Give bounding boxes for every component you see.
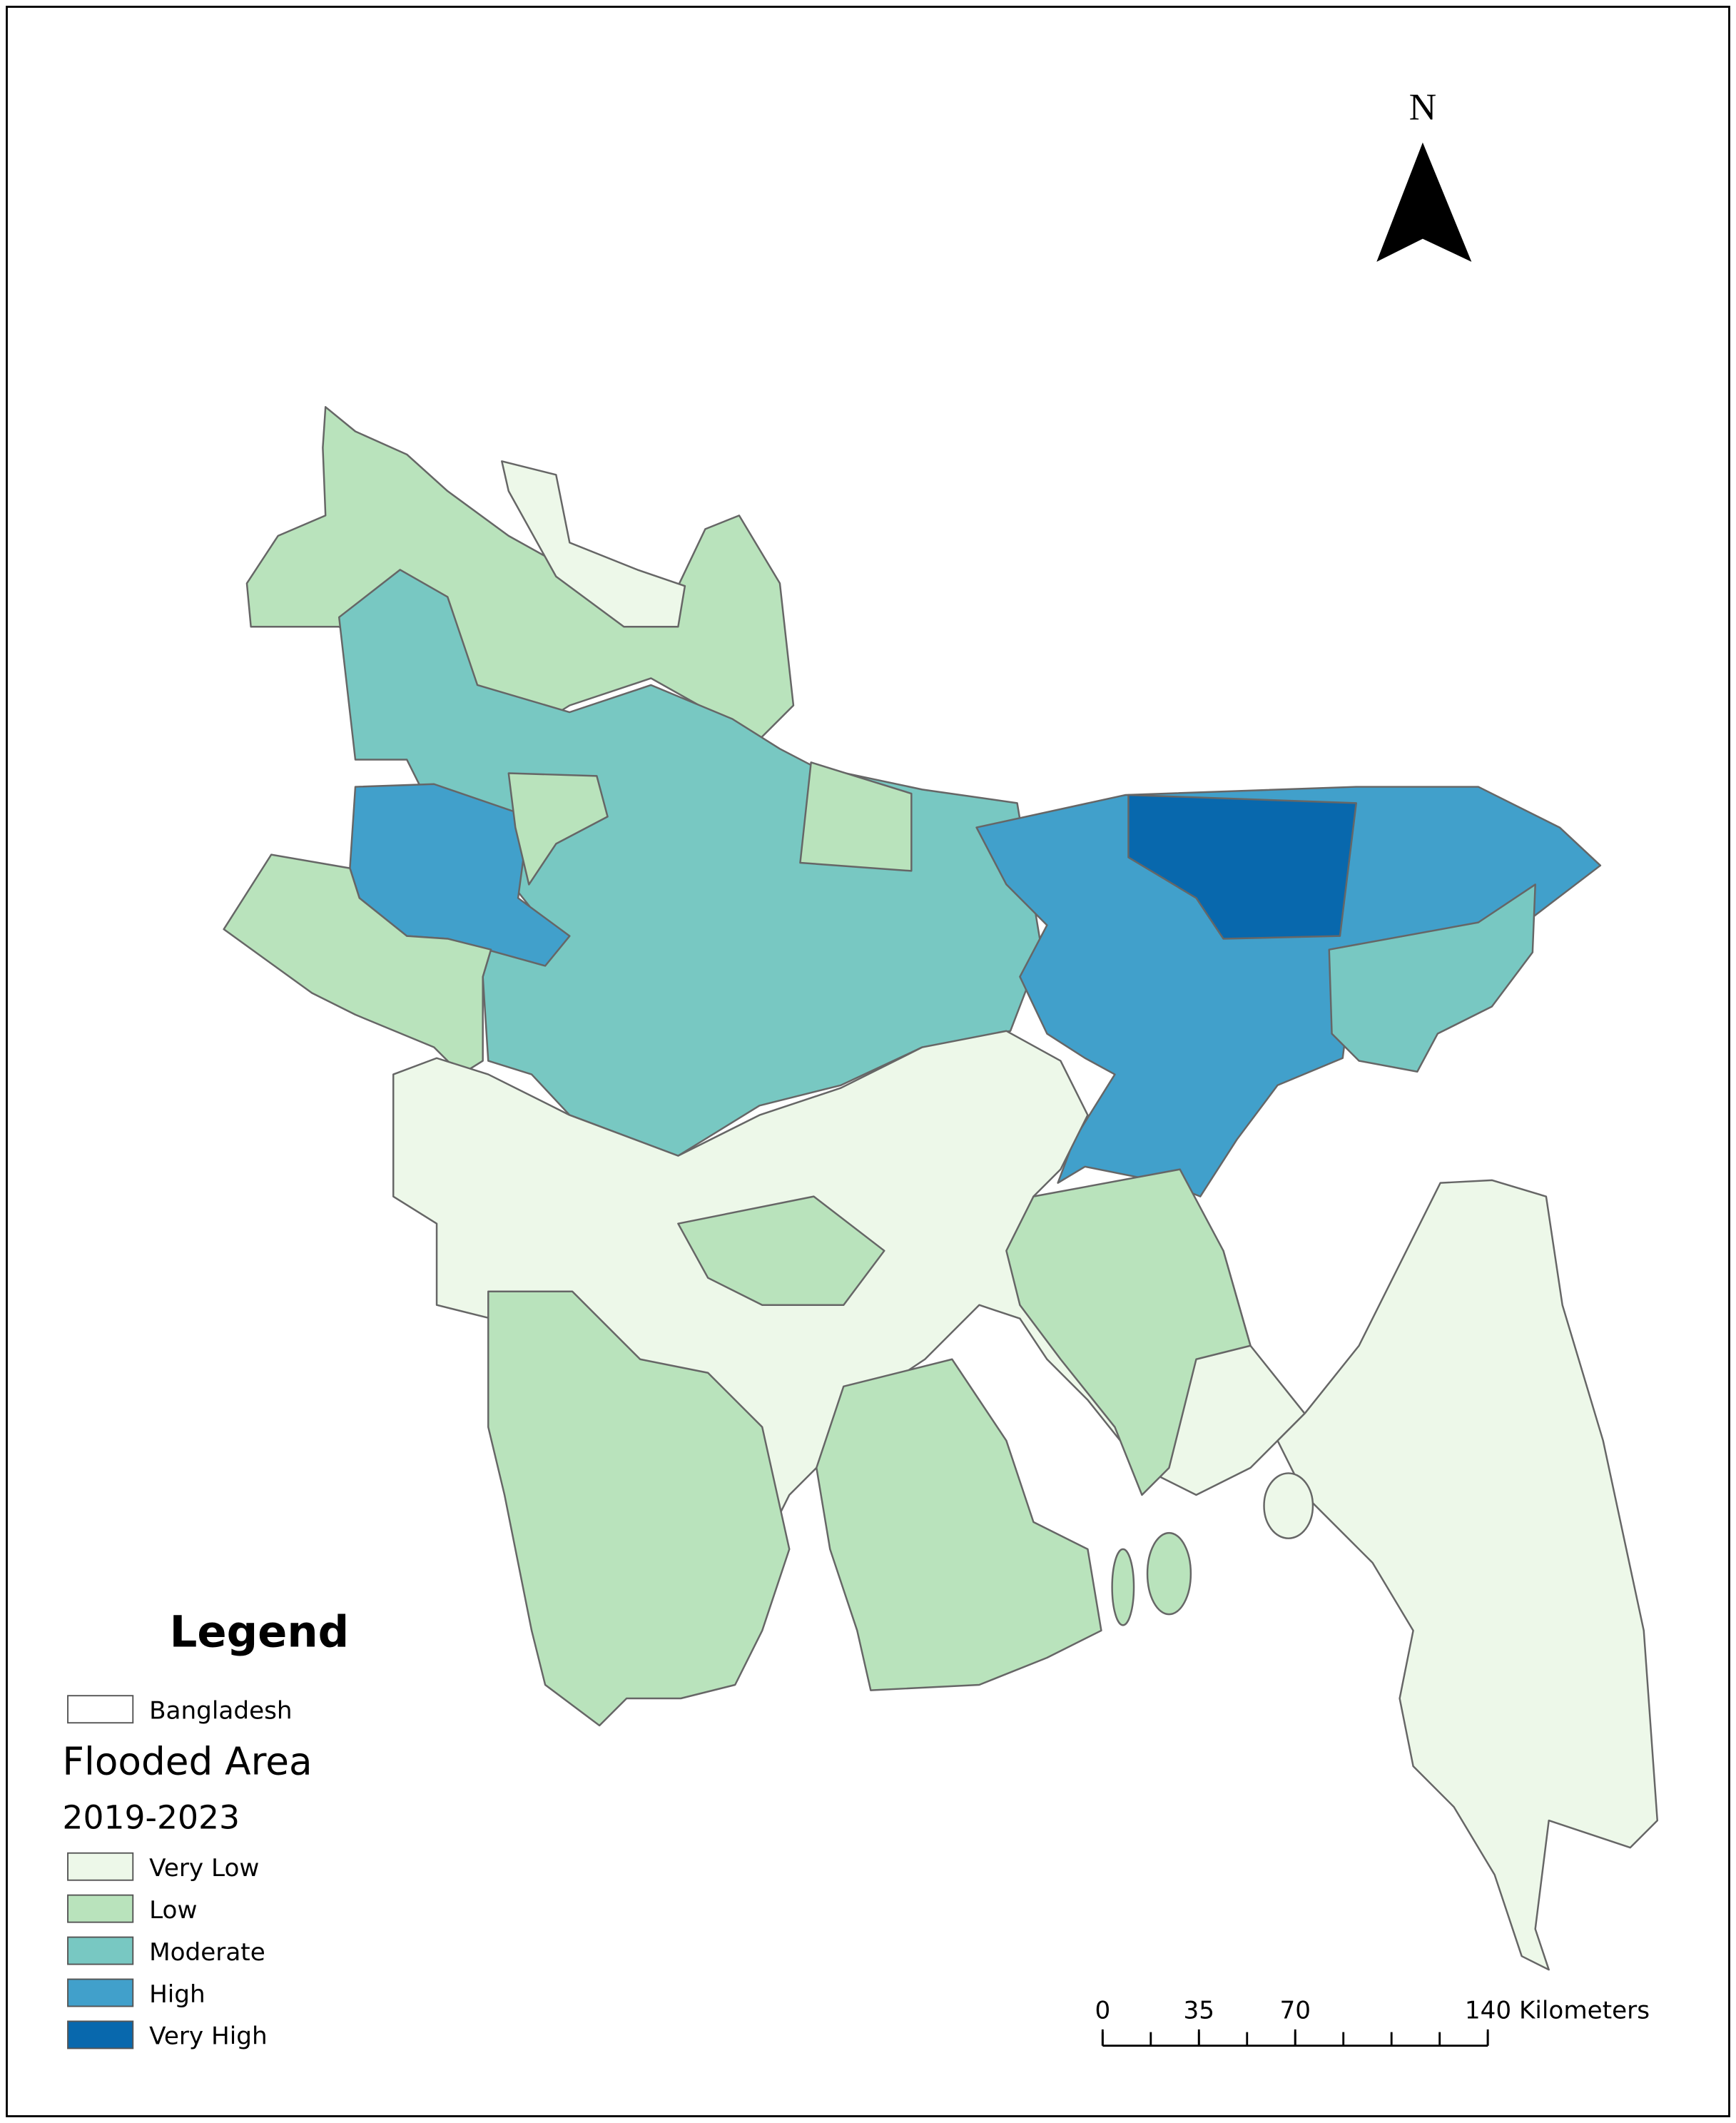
- region: [507, 772, 609, 886]
- scale-label: 70: [1279, 1997, 1311, 2025]
- legend-swatch: [67, 1978, 134, 2007]
- legend-swatch: [67, 1936, 134, 1965]
- region: [975, 786, 1602, 1197]
- north-arrow: N: [1376, 86, 1472, 262]
- scale-label: 0: [1095, 1997, 1110, 2025]
- region: [1328, 883, 1536, 1073]
- region: [677, 1195, 885, 1306]
- scale-bar: 0 35 70 140 Kilometers: [1095, 1997, 1650, 2047]
- north-label: N: [1409, 86, 1436, 128]
- region: [1127, 794, 1358, 940]
- legend-label: High: [149, 1980, 205, 2009]
- scale-label: 35: [1184, 1997, 1215, 2025]
- legend-swatch: [67, 2020, 134, 2049]
- region: [1276, 1179, 1658, 1971]
- legend-label: Very Low: [149, 1854, 259, 1883]
- region: [816, 1358, 1102, 1691]
- region: [501, 460, 686, 628]
- legend-label: Moderate: [149, 1938, 265, 1967]
- legend-swatch: [67, 1695, 134, 1724]
- legend: Legend Bangladesh Flooded Area 2019-2023…: [62, 1608, 349, 2051]
- region: [223, 853, 492, 1075]
- legend-swatch: [67, 1894, 134, 1923]
- legend-label: Bangladesh: [149, 1697, 293, 1726]
- island: [1146, 1531, 1192, 1616]
- region: [1005, 1168, 1252, 1496]
- legend-swatch: [67, 1852, 134, 1881]
- island: [1111, 1548, 1135, 1626]
- legend-period: 2019-2023: [62, 1798, 240, 1836]
- scale-label: 140 Kilometers: [1465, 1997, 1650, 2025]
- legend-heading: Flooded Area: [62, 1739, 312, 1783]
- region: [799, 761, 913, 872]
- legend-label: Low: [149, 1896, 197, 1925]
- north-arrow-shape: [1376, 142, 1472, 262]
- legend-title: Legend: [170, 1608, 350, 1658]
- map-regions: [223, 406, 1658, 1971]
- island: [1263, 1472, 1314, 1539]
- region: [487, 1290, 791, 1727]
- legend-label: Very High: [149, 2022, 268, 2051]
